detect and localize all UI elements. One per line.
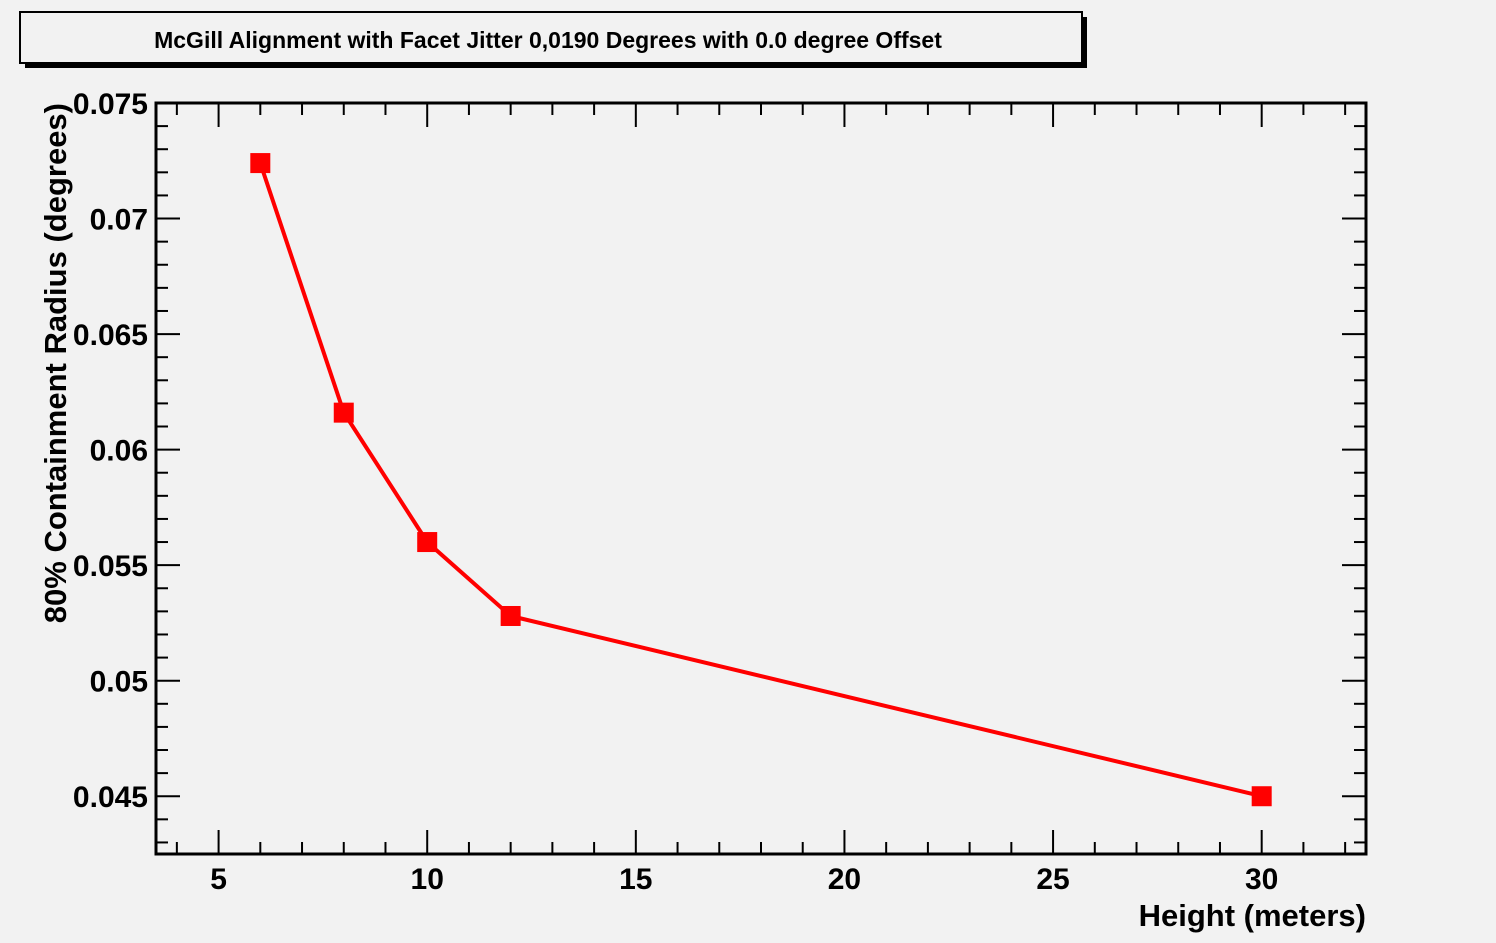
chart-title: McGill Alignment with Facet Jitter 0,019… (154, 27, 942, 53)
y-tick-label: 0.045 (73, 781, 148, 814)
data-point (500, 605, 521, 626)
y-tick-label: 0.07 (90, 204, 148, 237)
chart-title-box: McGill Alignment with Facet Jitter 0,019… (19, 11, 1087, 68)
data-point (250, 153, 271, 174)
x-axis-title: Height (meters) (1139, 898, 1366, 933)
y-tick-label: 0.05 (90, 666, 148, 699)
x-axis-tick-labels: 5 10 15 20 25 30 (210, 863, 1278, 896)
y-axis-tick-labels: 0.045 0.05 0.055 0.06 0.065 0.07 0.075 (73, 88, 148, 814)
y-tick-label: 0.065 (73, 319, 148, 352)
x-axis-ticks (175, 103, 1347, 854)
data-point (417, 532, 438, 553)
data-point (1251, 786, 1272, 807)
y-axis-title: 80% Containment Radius (degrees) (38, 103, 73, 623)
y-tick-label: 0.075 (73, 88, 148, 121)
y-axis-ticks (156, 102, 1366, 844)
series-line (258, 162, 1263, 799)
x-tick-label: 20 (828, 863, 861, 896)
x-tick-label: 25 (1036, 863, 1069, 896)
y-tick-label: 0.055 (73, 550, 148, 583)
series-layer (250, 153, 1272, 807)
x-tick-label: 15 (619, 863, 652, 896)
x-tick-label: 30 (1245, 863, 1278, 896)
x-tick-label: 5 (210, 863, 227, 896)
x-tick-label: 10 (411, 863, 444, 896)
plot-frame (154, 101, 1368, 856)
y-tick-label: 0.06 (90, 435, 148, 468)
data-point (333, 402, 354, 423)
